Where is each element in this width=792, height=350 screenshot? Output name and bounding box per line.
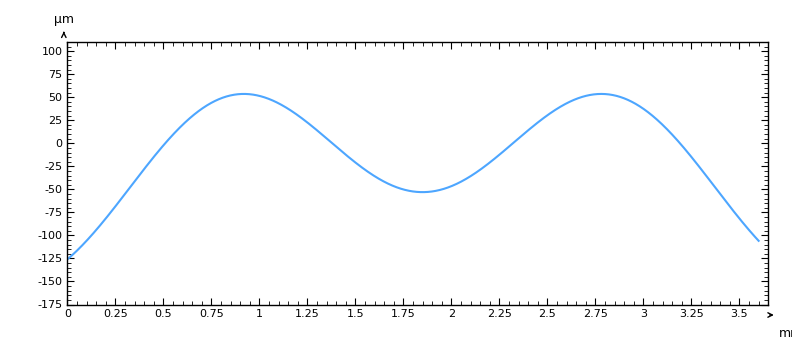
Text: mm: mm <box>779 327 792 340</box>
Text: μm: μm <box>54 13 74 26</box>
